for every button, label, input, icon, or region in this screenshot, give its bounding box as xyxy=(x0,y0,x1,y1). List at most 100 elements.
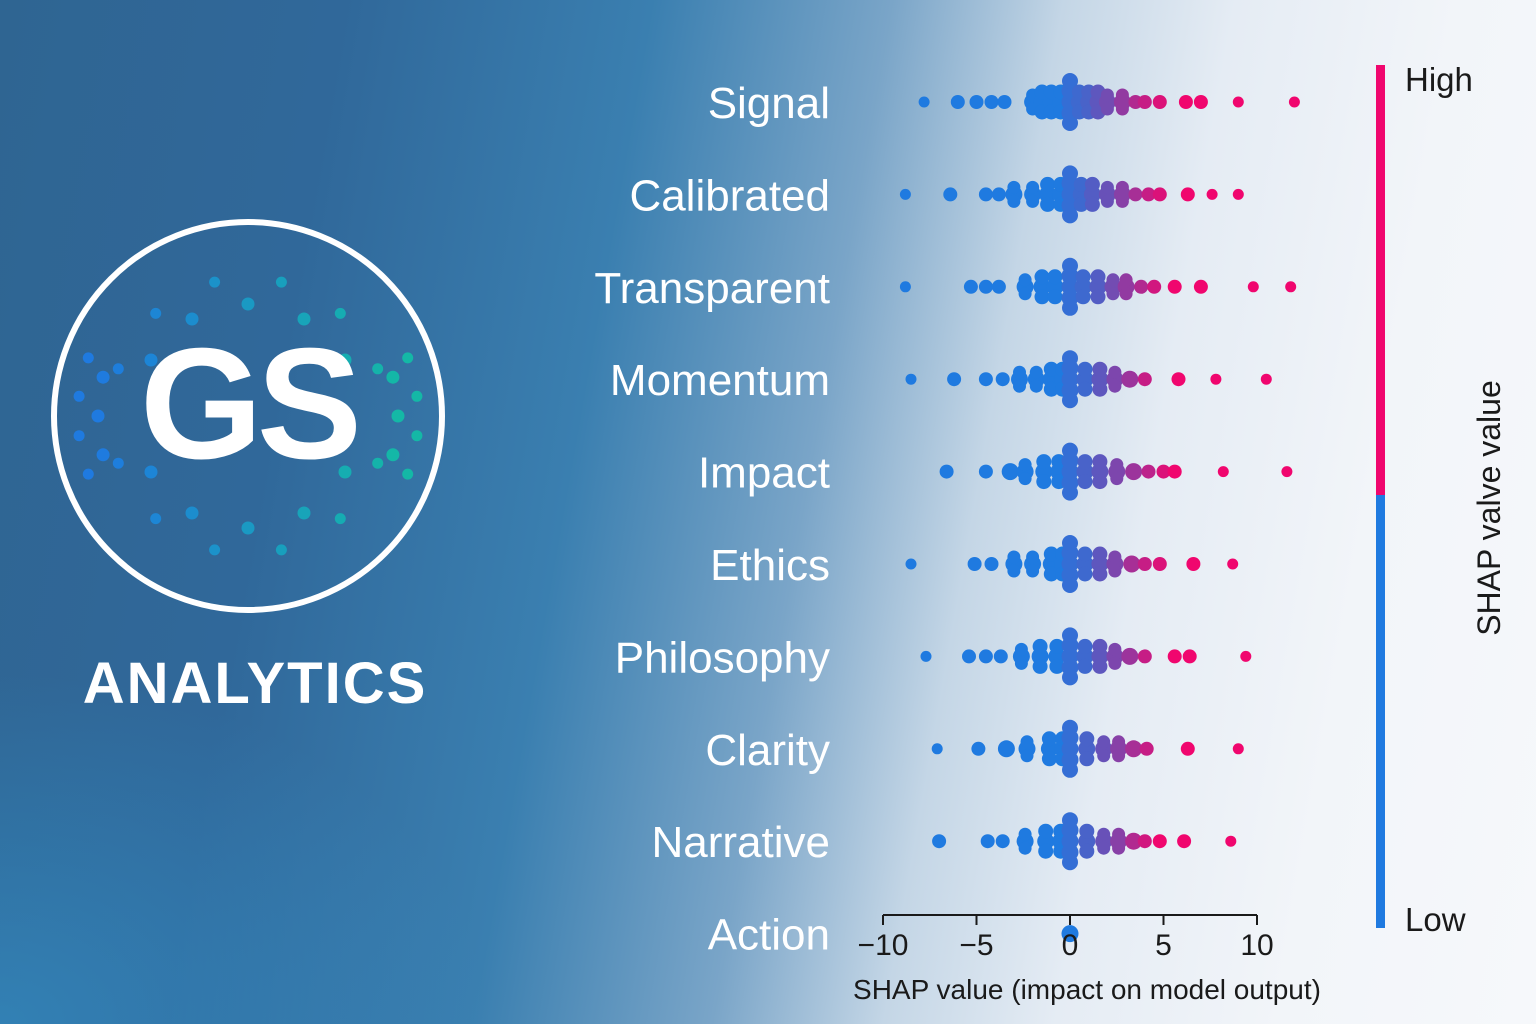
data-point xyxy=(1007,550,1021,564)
data-point xyxy=(1001,463,1019,481)
data-point xyxy=(1077,658,1093,674)
logo-dot xyxy=(411,390,423,402)
data-point xyxy=(899,281,911,293)
data-point xyxy=(1193,279,1208,294)
data-point xyxy=(1062,165,1078,182)
data-point xyxy=(997,740,1015,758)
data-point xyxy=(1041,751,1057,767)
gs-analytics-logo: GS xyxy=(51,219,445,613)
data-point xyxy=(1077,454,1093,470)
data-point xyxy=(995,834,1010,849)
data-point xyxy=(1062,392,1078,409)
data-point xyxy=(1115,194,1129,208)
data-point xyxy=(1180,187,1195,202)
data-point xyxy=(1073,196,1089,212)
logo-dot xyxy=(185,312,199,326)
data-point xyxy=(1018,841,1032,855)
feature-label: Signal xyxy=(708,79,830,128)
data-point xyxy=(1092,546,1108,562)
data-point xyxy=(1125,740,1143,758)
data-point xyxy=(1281,466,1293,478)
logo-dot xyxy=(144,353,158,367)
logo-dot xyxy=(82,468,94,480)
data-point xyxy=(1232,188,1244,200)
logo-dot xyxy=(150,513,162,525)
data-point xyxy=(1007,564,1021,578)
data-point xyxy=(1020,749,1034,763)
data-point xyxy=(1043,566,1059,582)
data-point xyxy=(1049,658,1065,674)
logo-initials: GS xyxy=(140,316,357,492)
data-point xyxy=(1040,196,1056,212)
data-point xyxy=(1180,741,1195,756)
data-point xyxy=(1077,381,1093,397)
data-point xyxy=(1077,638,1093,654)
data-point xyxy=(1137,649,1152,664)
data-point xyxy=(1247,281,1259,293)
feature-label: Clarity xyxy=(705,726,830,775)
logo-dot xyxy=(241,297,255,311)
logo-ring xyxy=(51,219,445,613)
data-point xyxy=(1240,650,1252,662)
data-point xyxy=(1062,719,1078,736)
data-point xyxy=(1106,287,1120,301)
data-point xyxy=(1115,102,1129,116)
data-point xyxy=(1171,372,1186,387)
logo-dot xyxy=(391,409,405,423)
feature-labels: Signal Calibrated Transparent Momentum Impac… xyxy=(594,79,830,960)
data-point xyxy=(995,372,1010,387)
data-point xyxy=(1038,823,1054,839)
data-point xyxy=(1167,279,1182,294)
data-point xyxy=(1075,269,1091,285)
data-point xyxy=(905,373,917,385)
data-point xyxy=(1115,88,1129,102)
data-point xyxy=(947,372,962,387)
data-point xyxy=(1110,472,1124,486)
data-point xyxy=(1100,194,1114,208)
feature-label: Action xyxy=(708,911,830,960)
data-point xyxy=(963,279,978,294)
data-point xyxy=(1108,642,1122,656)
data-point xyxy=(1014,656,1028,670)
data-point xyxy=(1115,180,1129,194)
data-point xyxy=(967,557,982,571)
data-point xyxy=(1152,557,1167,571)
data-point xyxy=(1182,649,1197,664)
colorbar-title: SHAP valve value xyxy=(1471,380,1507,636)
data-point xyxy=(1097,735,1111,749)
data-point xyxy=(1090,289,1106,305)
logo-dot xyxy=(402,352,414,364)
brand-name: ANALYTICS xyxy=(82,651,428,716)
logo-dot xyxy=(209,276,221,288)
data-point xyxy=(1092,638,1108,654)
data-point xyxy=(1152,95,1167,109)
logo-dot xyxy=(91,409,105,423)
data-point xyxy=(1147,279,1162,294)
data-point xyxy=(1075,289,1091,305)
data-point xyxy=(1141,464,1156,479)
data-point xyxy=(1018,273,1032,287)
logo-dot xyxy=(275,544,287,556)
data-point xyxy=(1062,627,1078,644)
data-point xyxy=(1100,102,1114,116)
data-point xyxy=(1047,289,1063,305)
data-point xyxy=(1119,287,1133,301)
data-point xyxy=(1121,647,1139,665)
data-point xyxy=(1232,96,1244,108)
data-point xyxy=(1097,841,1111,855)
data-point xyxy=(950,95,965,109)
data-point xyxy=(984,95,999,109)
data-point xyxy=(1178,95,1193,109)
data-point xyxy=(1036,454,1052,470)
data-point xyxy=(1092,566,1108,582)
data-point xyxy=(1062,350,1078,367)
data-point xyxy=(1062,669,1078,686)
feature-label: Philosophy xyxy=(615,633,830,682)
logo-dot xyxy=(96,448,110,462)
data-point xyxy=(1121,370,1139,388)
logo-dot xyxy=(112,363,124,375)
data-point xyxy=(1137,834,1152,849)
logo-dot xyxy=(334,513,346,525)
data-point xyxy=(1108,564,1122,578)
